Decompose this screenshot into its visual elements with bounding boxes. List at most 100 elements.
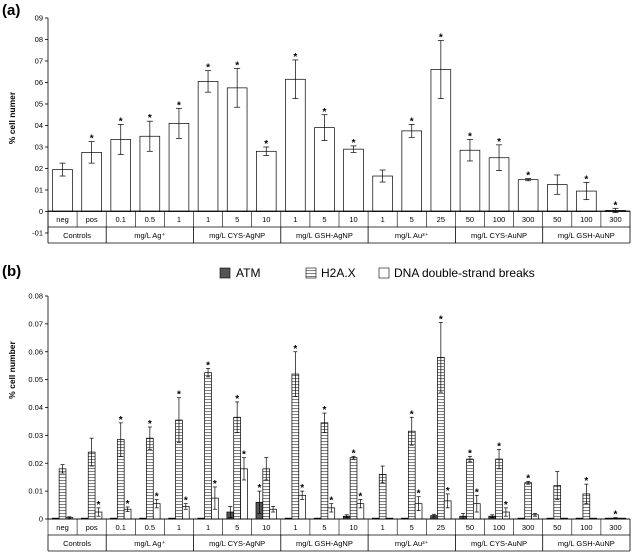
a-y-tick-label: 04 bbox=[35, 121, 43, 130]
b-significance-star: * bbox=[497, 441, 501, 452]
a-significance-star: * bbox=[235, 61, 239, 72]
b-significance-star: * bbox=[584, 476, 588, 487]
b-significance-star: * bbox=[410, 409, 414, 420]
b-bar-h2a-x bbox=[204, 372, 212, 520]
b-y-tick-label: 0.03 bbox=[28, 431, 43, 440]
a-category-label: 300 bbox=[522, 215, 535, 224]
a-significance-star: * bbox=[439, 33, 443, 44]
panel-b-y-ticks: 0 0.01 0.02 0.03 0.04 0.05 0.06 0.07 0.08 bbox=[28, 292, 49, 524]
a-bar-cell-number bbox=[343, 148, 364, 212]
b-bar-h2a-x bbox=[349, 457, 358, 520]
a-y-tick-label: 08 bbox=[35, 35, 43, 44]
b-category-label: 300 bbox=[522, 523, 535, 532]
b-category-label: 1 bbox=[381, 523, 385, 532]
b-significance-star: * bbox=[329, 496, 333, 507]
a-significance-star: * bbox=[293, 52, 297, 63]
a-y-tick-label: 05 bbox=[35, 100, 43, 109]
a-category-label: neg bbox=[56, 215, 69, 224]
b-significance-star: * bbox=[155, 491, 159, 502]
b-y-tick-label: 0.06 bbox=[28, 347, 43, 356]
b-y-tick-label: 0 bbox=[39, 515, 43, 524]
panel-b-y-axis-label: % cell number bbox=[7, 341, 17, 399]
a-group-label: mg/L CYS-AuNP bbox=[471, 231, 527, 240]
b-significance-star: * bbox=[242, 450, 246, 461]
a-category-label: 25 bbox=[437, 215, 445, 224]
b-category-label: 300 bbox=[609, 523, 622, 532]
a-category-label: 0.5 bbox=[145, 215, 155, 224]
panel-b: (b) % cell number 00.010.020.030.040.050… bbox=[2, 263, 631, 552]
panel-b-x-axis: neg pos 0.1 0.5 1 1 5 10 1 5 10 1 5 25 50 100 300 50 100 30… bbox=[47, 518, 631, 552]
b-significance-star: * bbox=[504, 500, 508, 511]
a-y-tick-label: 0 bbox=[39, 207, 43, 216]
b-category-label: 25 bbox=[437, 523, 445, 532]
a-y-tick-label: -01 bbox=[32, 229, 43, 238]
a-group-label: mg/L CYS-AgNP bbox=[209, 231, 265, 240]
b-significance-star: * bbox=[300, 483, 304, 494]
a-group-label: mg/L GSH-AgNP bbox=[296, 231, 353, 240]
b-y-tick-label: 0.01 bbox=[28, 487, 43, 496]
a-category-label: 1 bbox=[381, 215, 385, 224]
b-significance-star: * bbox=[235, 394, 239, 405]
b-group-label: mg/L Au³⁺ bbox=[395, 539, 429, 548]
b-group-label: mg/L GSH-AgNP bbox=[296, 539, 353, 548]
panel-b-bars: * * * * * * * * * * * * * * * * * * * * * * * * * * * * * bbox=[48, 314, 630, 521]
a-y-tick-label: 01 bbox=[35, 186, 43, 195]
b-significance-star: * bbox=[213, 479, 217, 490]
b-category-label: 10 bbox=[349, 523, 357, 532]
a-category-label: 5 bbox=[322, 215, 326, 224]
a-bar-cell-number bbox=[256, 150, 277, 212]
a-category-label: 300 bbox=[609, 215, 622, 224]
legend-swatch-dsb bbox=[378, 267, 390, 279]
a-significance-star: * bbox=[352, 138, 356, 149]
a-y-tick-label: 02 bbox=[35, 164, 43, 173]
b-significance-star: * bbox=[184, 496, 188, 507]
b-bar-h2a-x bbox=[466, 458, 474, 520]
a-y-tick-label: 07 bbox=[35, 57, 43, 66]
b-y-tick-label: 0.02 bbox=[28, 459, 43, 468]
b-y-tick-label: 0.08 bbox=[28, 292, 43, 301]
b-category-label: pos bbox=[86, 523, 98, 532]
b-category-label: 1 bbox=[177, 523, 181, 532]
b-significance-star: * bbox=[97, 500, 101, 511]
b-group-label: Controls bbox=[63, 539, 91, 548]
b-significance-star: * bbox=[446, 486, 450, 497]
a-significance-star: * bbox=[90, 134, 94, 145]
b-significance-star: * bbox=[613, 510, 617, 521]
a-bar-cell-number bbox=[285, 78, 306, 212]
b-category-label: 5 bbox=[410, 523, 414, 532]
b-significance-star: * bbox=[526, 473, 530, 484]
a-category-label: 100 bbox=[493, 215, 506, 224]
a-bar-cell-number bbox=[401, 130, 422, 212]
a-significance-star: * bbox=[177, 100, 181, 111]
a-significance-star: * bbox=[322, 107, 326, 118]
b-significance-star: * bbox=[468, 448, 472, 459]
b-significance-star: * bbox=[417, 489, 421, 500]
a-category-label: 5 bbox=[410, 215, 414, 224]
a-bar-cell-number bbox=[197, 81, 219, 212]
panel-a-y-ticks: 09 08 07 06 05 04 03 02 01 0 -01 bbox=[32, 14, 49, 238]
b-significance-star: * bbox=[439, 314, 443, 325]
panel-a-x-axis: neg pos 0.1 0.5 1 1 5 10 1 5 10 1 5 25 50 100 300 50 100 30… bbox=[47, 210, 631, 244]
b-category-label: 1 bbox=[293, 523, 297, 532]
b-significance-star: * bbox=[322, 405, 326, 416]
b-significance-star: * bbox=[352, 448, 356, 459]
legend: ATM H2A.X DNA double-strand breaks bbox=[219, 266, 535, 280]
a-category-label: pos bbox=[86, 215, 98, 224]
a-group-label: mg/L Au³⁺ bbox=[395, 231, 429, 240]
a-y-tick-label: 06 bbox=[35, 78, 43, 87]
a-category-label: 5 bbox=[235, 215, 239, 224]
a-significance-star: * bbox=[206, 63, 210, 74]
b-category-label: 0.1 bbox=[116, 523, 126, 532]
b-y-tick-label: 0.04 bbox=[28, 403, 43, 412]
b-category-label: 5 bbox=[322, 523, 326, 532]
a-significance-star: * bbox=[468, 131, 472, 142]
a-group-label: Controls bbox=[63, 231, 91, 240]
a-category-label: 10 bbox=[262, 215, 270, 224]
panel-a: (a) % cell numer 0908070605040302010-01 … bbox=[2, 2, 631, 244]
b-category-label: 100 bbox=[580, 523, 593, 532]
b-bar-h2a-x bbox=[524, 482, 532, 520]
a-group-label: mg/L Ag⁺ bbox=[134, 231, 165, 240]
b-significance-star: * bbox=[177, 390, 181, 401]
b-y-tick-label: 0.05 bbox=[28, 375, 43, 384]
